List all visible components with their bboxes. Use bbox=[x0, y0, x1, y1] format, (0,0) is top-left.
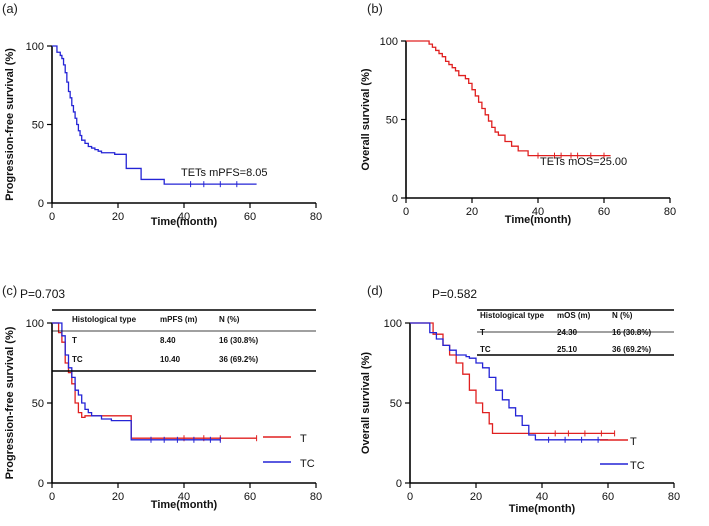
y-tick-label: 50 bbox=[32, 398, 44, 410]
table-cell: 36 (69.2%) bbox=[219, 355, 258, 364]
x-tick-label: 20 bbox=[470, 491, 482, 503]
table-cell: 36 (69.2%) bbox=[612, 345, 651, 354]
p-value: P=0.582 bbox=[432, 287, 477, 301]
x-tick-label: 0 bbox=[407, 491, 413, 503]
panel-label: (c) bbox=[2, 283, 17, 298]
y-tick-label: 50 bbox=[32, 120, 44, 132]
median-annotation: TETs mOS=25.00 bbox=[540, 156, 627, 168]
table-cell: T bbox=[480, 328, 485, 337]
panel-label: (a) bbox=[2, 1, 18, 16]
x-tick-label: 40 bbox=[178, 211, 190, 223]
table-header-cell: Histological type bbox=[72, 315, 137, 324]
series-line-tc bbox=[410, 322, 608, 441]
y-tick-label: 100 bbox=[26, 41, 44, 53]
x-tick-label: 20 bbox=[466, 206, 478, 218]
y-tick-label: 50 bbox=[386, 115, 398, 127]
y-tick-label: 0 bbox=[38, 198, 44, 210]
table-header-cell: N (%) bbox=[612, 311, 633, 320]
x-tick-label: 20 bbox=[112, 491, 124, 503]
x-tick-label: 60 bbox=[244, 211, 256, 223]
panel-label: (d) bbox=[367, 283, 383, 298]
series-line-tc bbox=[52, 322, 221, 441]
table-header-cell: Histological type bbox=[480, 311, 545, 320]
table-cell: 8.40 bbox=[160, 336, 176, 345]
y-axis-title: Overall survival (%) bbox=[360, 352, 372, 454]
x-axis-title: Time(month) bbox=[505, 214, 572, 226]
x-axis-title: Time(month) bbox=[151, 499, 218, 511]
y-tick-label: 100 bbox=[384, 318, 402, 330]
y-tick-label: 100 bbox=[380, 36, 398, 48]
x-tick-label: 80 bbox=[310, 491, 322, 503]
y-axis-title: Overall survival (%) bbox=[360, 68, 372, 170]
median-annotation: TETs mPFS=8.05 bbox=[181, 167, 268, 179]
chart-panel-d: (d) 0 20 40 60 80 0 50 100 Time(month) Overall sur… bbox=[360, 283, 680, 515]
table-cell: 10.40 bbox=[160, 355, 181, 364]
x-tick-label: 60 bbox=[244, 491, 256, 503]
table-cell: T bbox=[72, 336, 77, 345]
table-cell: TC bbox=[480, 345, 491, 354]
table-header-cell: mOS (m) bbox=[557, 311, 591, 320]
y-tick-label: 0 bbox=[396, 478, 402, 490]
y-axis-title: Progression-free survival (%) bbox=[4, 48, 16, 201]
y-axis-title: Progression-free survival (%) bbox=[4, 326, 16, 479]
x-tick-label: 0 bbox=[49, 211, 55, 223]
table-header-cell: mPFS (m) bbox=[160, 315, 198, 324]
x-tick-label: 40 bbox=[178, 491, 190, 503]
x-tick-label: 60 bbox=[602, 491, 614, 503]
x-tick-label: 20 bbox=[112, 211, 124, 223]
x-tick-label: 80 bbox=[664, 206, 676, 218]
legend-label-tc: TC bbox=[630, 460, 645, 472]
series-line-tets bbox=[52, 45, 257, 185]
table-cell: 16 (30.8%) bbox=[219, 336, 258, 345]
y-tick-label: 0 bbox=[392, 193, 398, 205]
x-tick-label: 80 bbox=[310, 211, 322, 223]
legend-label-tc: TC bbox=[300, 458, 315, 470]
x-tick-label: 0 bbox=[403, 206, 409, 218]
x-axis-title: Time(month) bbox=[151, 216, 218, 228]
table-cell: 25.10 bbox=[557, 345, 578, 354]
table-cell: 16 (30.8%) bbox=[612, 328, 651, 337]
chart-panel-c: (c) 0 20 40 60 80 0 50 100 Time(month) Progression… bbox=[2, 283, 322, 511]
table-cell: TC bbox=[72, 355, 83, 364]
y-tick-label: 50 bbox=[390, 398, 402, 410]
series-line-tets bbox=[406, 40, 611, 157]
x-tick-label: 0 bbox=[49, 491, 55, 503]
x-axis-title: Time(month) bbox=[509, 503, 576, 515]
y-tick-label: 100 bbox=[26, 318, 44, 330]
table-cell: 24.30 bbox=[557, 328, 578, 337]
chart-panel-b: (b) 0 20 40 60 80 0 50 100 Time(month) Overall sur… bbox=[360, 1, 676, 226]
chart-panel-a: (a) 0 20 40 60 80 0 50 100 Time(month) Progression… bbox=[2, 1, 322, 228]
panel-label: (b) bbox=[367, 1, 383, 16]
table-header-cell: N (%) bbox=[219, 315, 240, 324]
x-tick-label: 40 bbox=[532, 206, 544, 218]
p-value: P=0.703 bbox=[20, 287, 65, 301]
legend-label-t: T bbox=[300, 433, 307, 445]
x-tick-label: 60 bbox=[598, 206, 610, 218]
x-tick-label: 80 bbox=[668, 491, 680, 503]
legend-label-t: T bbox=[630, 436, 637, 448]
x-tick-label: 40 bbox=[536, 491, 548, 503]
y-tick-label: 0 bbox=[38, 478, 44, 490]
